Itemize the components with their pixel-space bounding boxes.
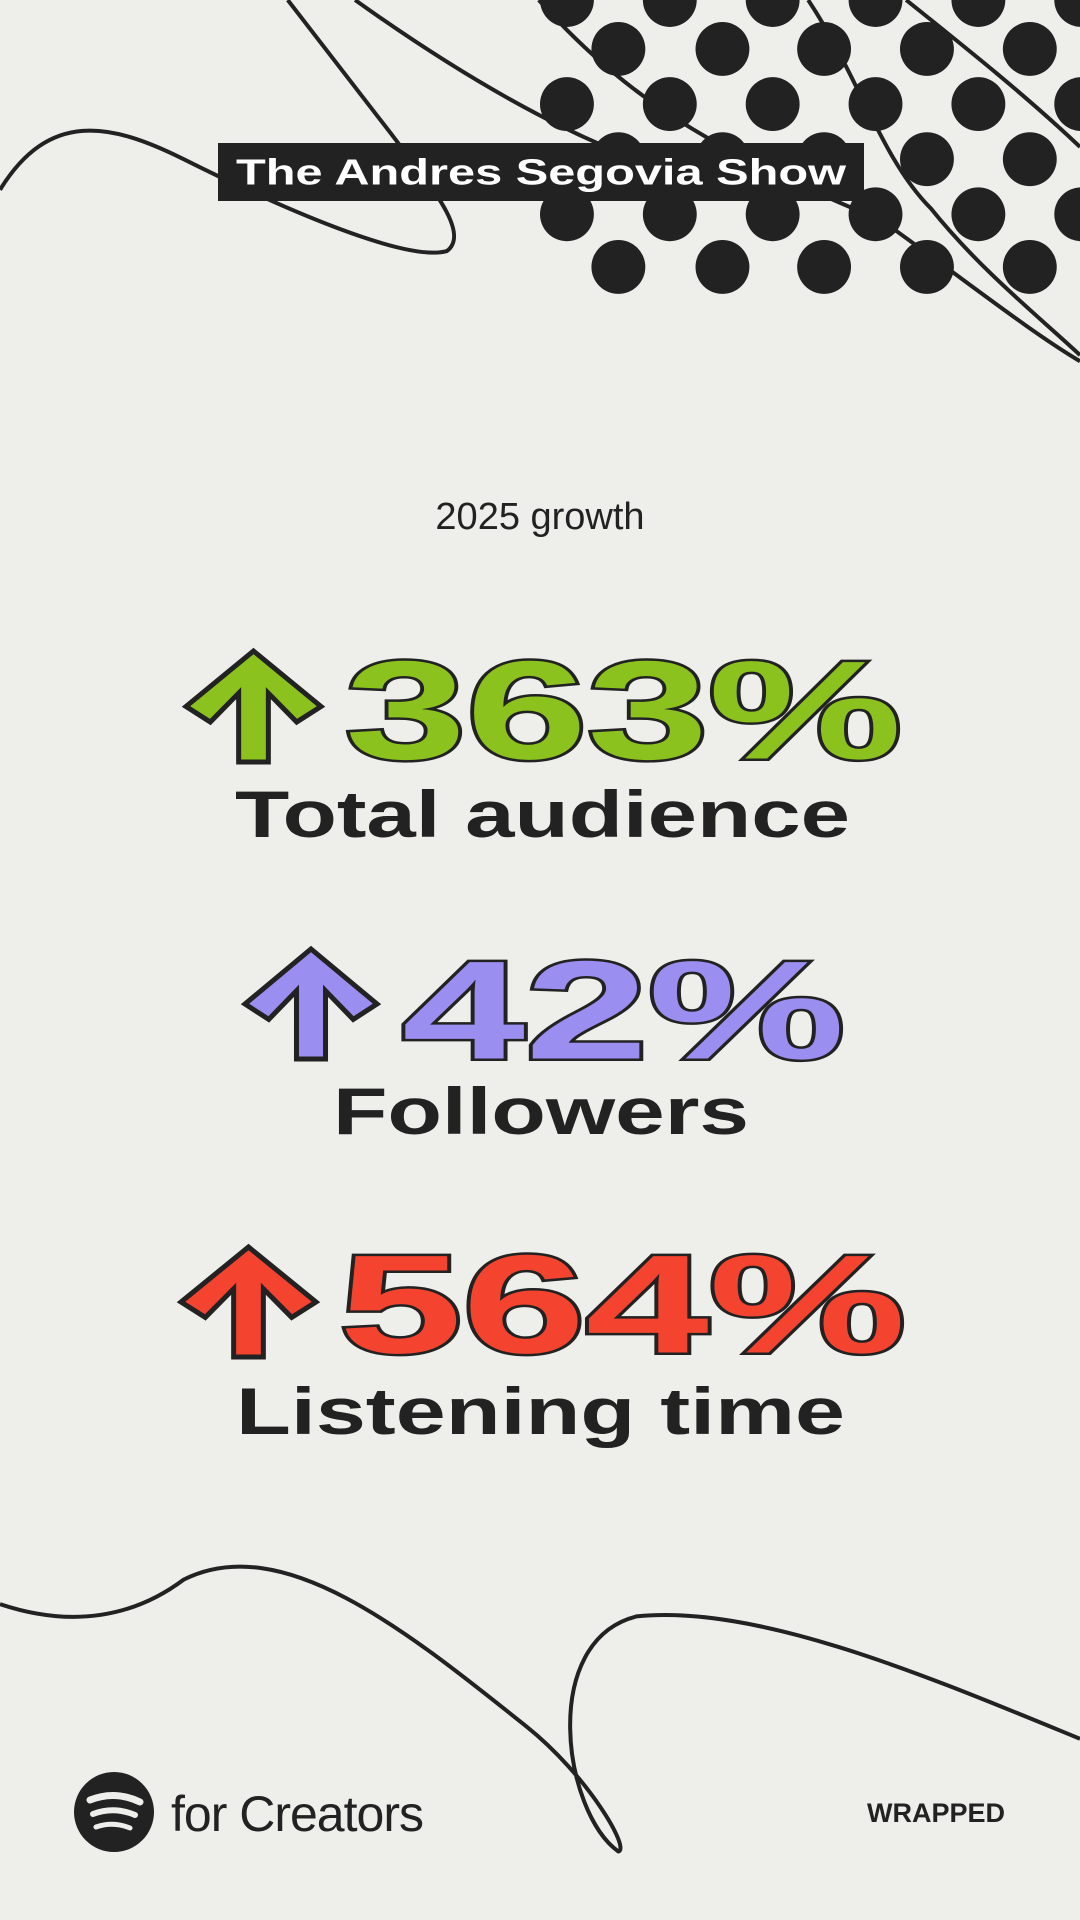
dot (1002, 240, 1057, 294)
dot (848, 0, 903, 27)
brand: for Creators (171, 1786, 423, 1842)
dot (797, 240, 852, 294)
decor-curve (906, 0, 1080, 147)
dot (951, 187, 1006, 242)
dot (642, 77, 697, 132)
dot (695, 22, 750, 76)
dot (797, 22, 852, 76)
decor-curve (539, 0, 1080, 361)
dot (900, 240, 954, 294)
dot (695, 240, 750, 294)
dot (591, 22, 646, 76)
decor-curve (0, 1567, 1080, 1852)
wrapped-tag: WRAPPED (867, 1798, 1005, 1828)
arrow-up (181, 647, 326, 765)
logo-wave (93, 1821, 133, 1831)
show-title: The Andres Segovia Show (236, 152, 847, 193)
stat-label: Followers (333, 1074, 749, 1148)
stat-label: Total audience (235, 777, 850, 851)
dot (951, 77, 1006, 132)
dot (1002, 22, 1057, 76)
dot (642, 0, 697, 27)
dot (951, 0, 1006, 27)
dot (1054, 0, 1080, 27)
arrow-up (176, 1243, 321, 1360)
dot (745, 77, 800, 132)
stats: 363%Total audience 42%Followers 564%Listen… (176, 629, 909, 1448)
dot (591, 240, 646, 294)
dot (540, 0, 594, 27)
logo-wave (86, 1792, 144, 1806)
dot (1054, 187, 1080, 242)
stat-label: Listening time (236, 1374, 845, 1448)
stat-value: 564% (339, 1226, 906, 1383)
title-box (218, 143, 864, 201)
dot (540, 77, 594, 132)
decor-curve (808, 0, 1080, 355)
dot (900, 132, 954, 187)
stat-value: 363% (345, 632, 902, 789)
arrow-up (240, 945, 382, 1062)
dot (1002, 132, 1057, 187)
spotify-logo (74, 1772, 154, 1852)
dot-pattern (540, 0, 1080, 294)
dot (745, 0, 800, 27)
dot (900, 22, 954, 76)
stat-value: 42% (402, 932, 845, 1089)
dot (1054, 77, 1080, 131)
subtitle: 2025 growth (435, 496, 644, 538)
decor-curve (0, 0, 454, 253)
logo-wave (90, 1807, 138, 1818)
dot (848, 77, 903, 132)
